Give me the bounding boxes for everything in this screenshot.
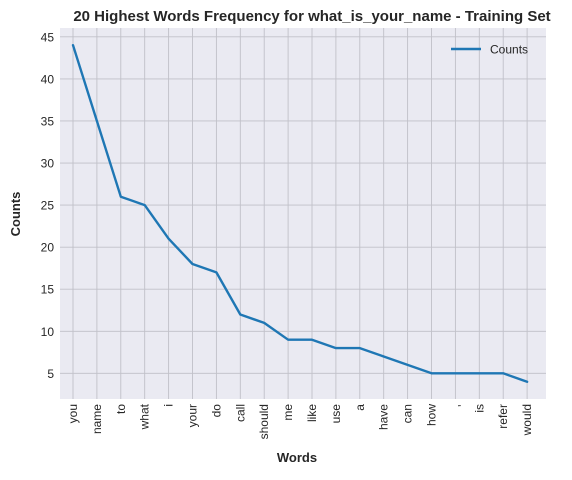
y-axis-label: Counts — [8, 192, 23, 237]
plot-background — [60, 28, 546, 399]
x-tick-label: me — [281, 404, 295, 421]
legend-label-counts: Counts — [490, 43, 528, 57]
x-tick-label: name — [90, 404, 104, 434]
x-tick-label: can — [401, 404, 415, 423]
x-tick-label: would — [520, 404, 534, 436]
x-tick-label: do — [209, 404, 223, 418]
x-tick-label: like — [305, 404, 319, 422]
y-tick-label: 30 — [41, 157, 55, 171]
x-tick-label: have — [377, 404, 391, 430]
y-tick-label: 25 — [41, 199, 55, 213]
x-tick-label: i — [162, 404, 176, 407]
x-tick-label: your — [186, 404, 200, 427]
x-tick-label: how — [425, 404, 439, 426]
y-tick-label: 15 — [41, 283, 55, 297]
x-tick-label: use — [329, 404, 343, 424]
x-tick-label: is — [472, 404, 486, 413]
x-tick-label: a — [353, 404, 367, 411]
y-tick-label: 45 — [41, 30, 55, 44]
x-tick-label: should — [257, 404, 271, 439]
y-tick-label: 35 — [41, 114, 55, 128]
x-axis-label: Words — [277, 450, 317, 465]
x-tick-label: call — [233, 404, 247, 422]
y-tick-label: 5 — [47, 367, 54, 381]
y-tick-label: 20 — [41, 241, 55, 255]
y-tick-label: 40 — [41, 72, 55, 86]
x-tick-label: , — [448, 404, 462, 407]
x-tick-label: to — [114, 404, 128, 414]
y-tick-labels: 5 10 15 20 25 30 35 40 45 — [41, 30, 55, 381]
x-tick-label: refer — [496, 404, 510, 429]
x-tick-label: you — [66, 404, 80, 423]
y-tick-label: 10 — [41, 325, 55, 339]
x-tick-label: what — [138, 403, 152, 430]
chart-title: 20 Highest Words Frequency for what_is_y… — [73, 8, 550, 25]
